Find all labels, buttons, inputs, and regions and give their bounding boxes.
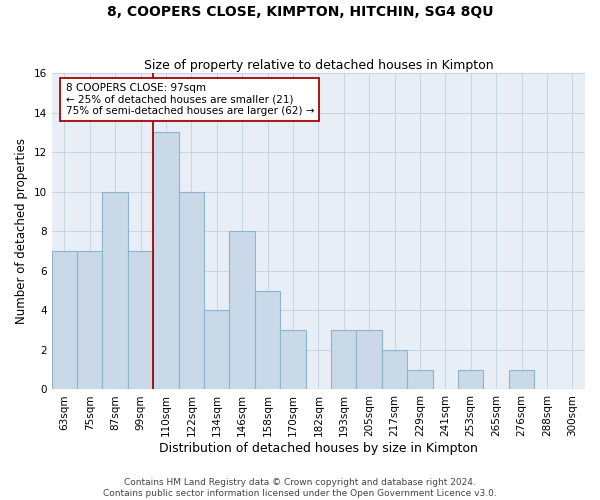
Bar: [331, 330, 356, 390]
Text: 8 COOPERS CLOSE: 97sqm
← 25% of detached houses are smaller (21)
75% of semi-det: 8 COOPERS CLOSE: 97sqm ← 25% of detached…: [65, 83, 314, 116]
Bar: [179, 192, 204, 390]
Bar: [255, 290, 280, 390]
Bar: [153, 132, 179, 390]
Y-axis label: Number of detached properties: Number of detached properties: [15, 138, 28, 324]
Text: 8, COOPERS CLOSE, KIMPTON, HITCHIN, SG4 8QU: 8, COOPERS CLOSE, KIMPTON, HITCHIN, SG4 …: [107, 5, 493, 19]
Text: Contains HM Land Registry data © Crown copyright and database right 2024.
Contai: Contains HM Land Registry data © Crown c…: [103, 478, 497, 498]
Bar: [280, 330, 305, 390]
Bar: [356, 330, 382, 390]
Bar: [128, 251, 153, 390]
Bar: [77, 251, 103, 390]
Bar: [103, 192, 128, 390]
Bar: [52, 251, 77, 390]
Bar: [204, 310, 229, 390]
X-axis label: Distribution of detached houses by size in Kimpton: Distribution of detached houses by size …: [159, 442, 478, 455]
Title: Size of property relative to detached houses in Kimpton: Size of property relative to detached ho…: [143, 59, 493, 72]
Bar: [509, 370, 534, 390]
Bar: [407, 370, 433, 390]
Bar: [458, 370, 484, 390]
Bar: [382, 350, 407, 390]
Bar: [229, 232, 255, 390]
